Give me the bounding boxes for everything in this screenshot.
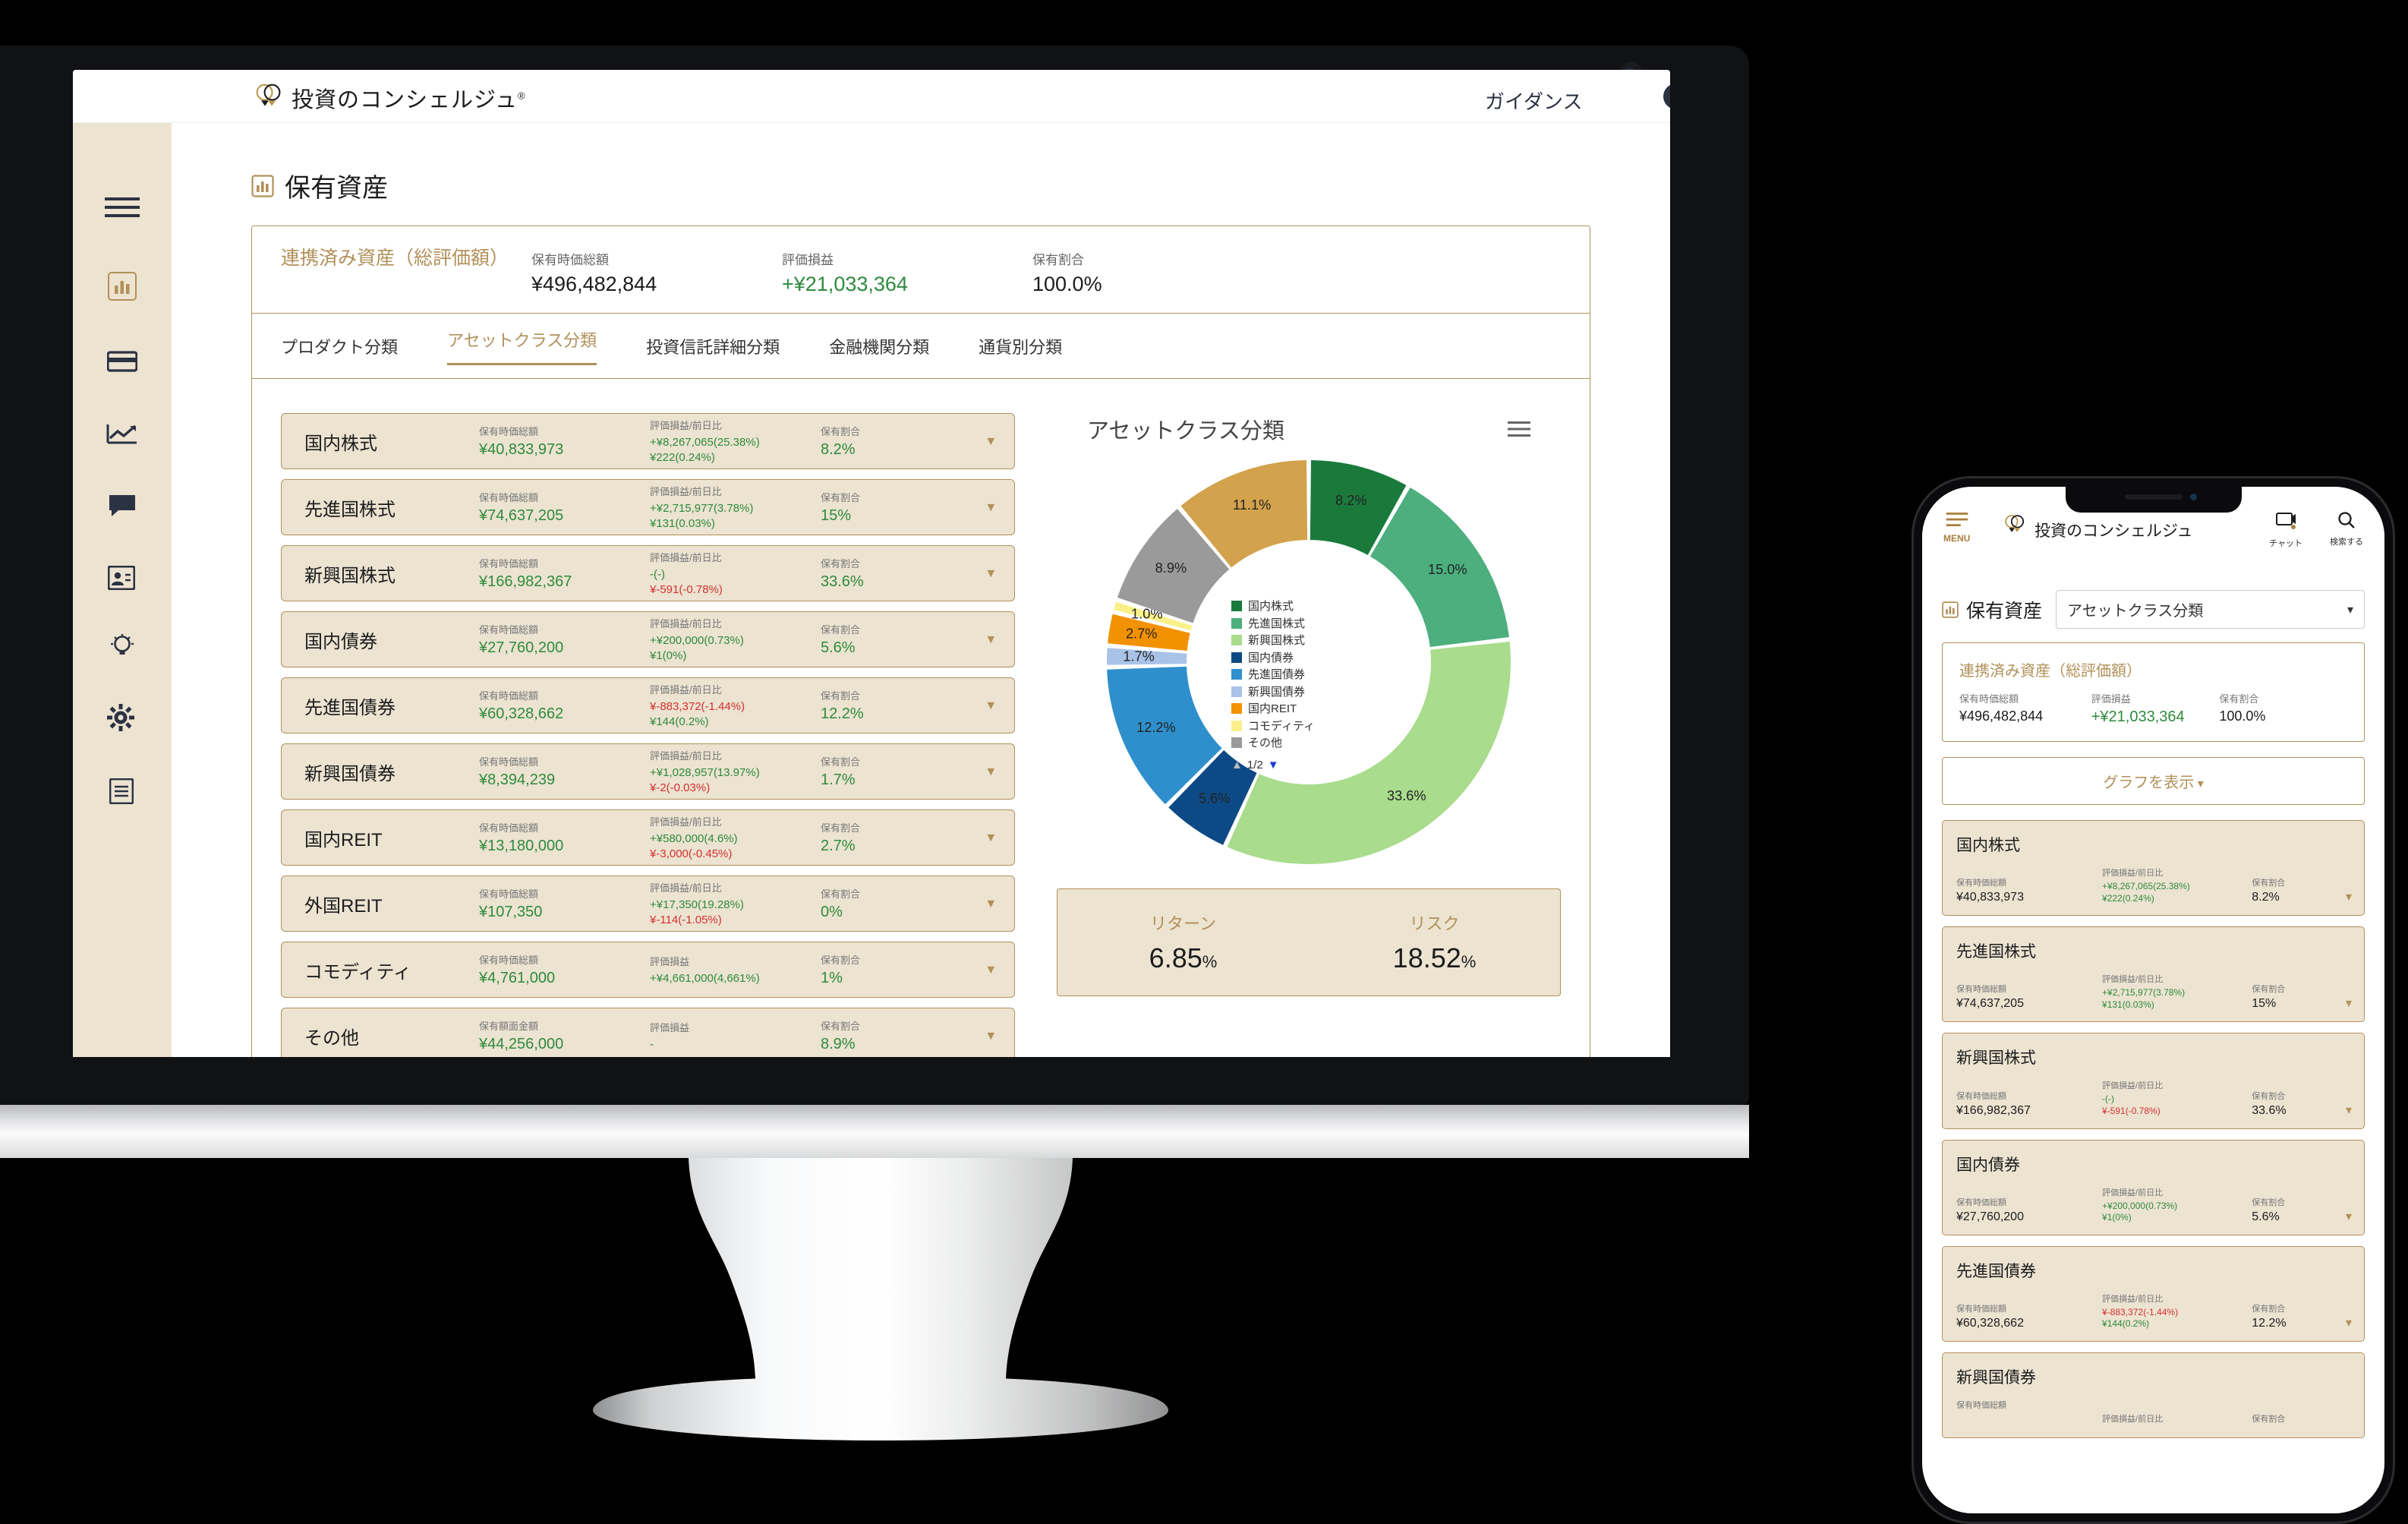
svg-text:12.2%: 12.2% — [1136, 720, 1176, 735]
svg-text:33.6%: 33.6% — [1387, 788, 1426, 803]
svg-text:11.1%: 11.1% — [1233, 497, 1271, 513]
svg-text:8.2%: 8.2% — [1335, 493, 1366, 508]
svg-text:15.0%: 15.0% — [1428, 562, 1467, 577]
svg-text:2.7%: 2.7% — [1126, 626, 1157, 641]
svg-text:8.9%: 8.9% — [1155, 560, 1187, 576]
svg-text:1.7%: 1.7% — [1123, 649, 1154, 664]
svg-text:5.6%: 5.6% — [1199, 790, 1230, 806]
